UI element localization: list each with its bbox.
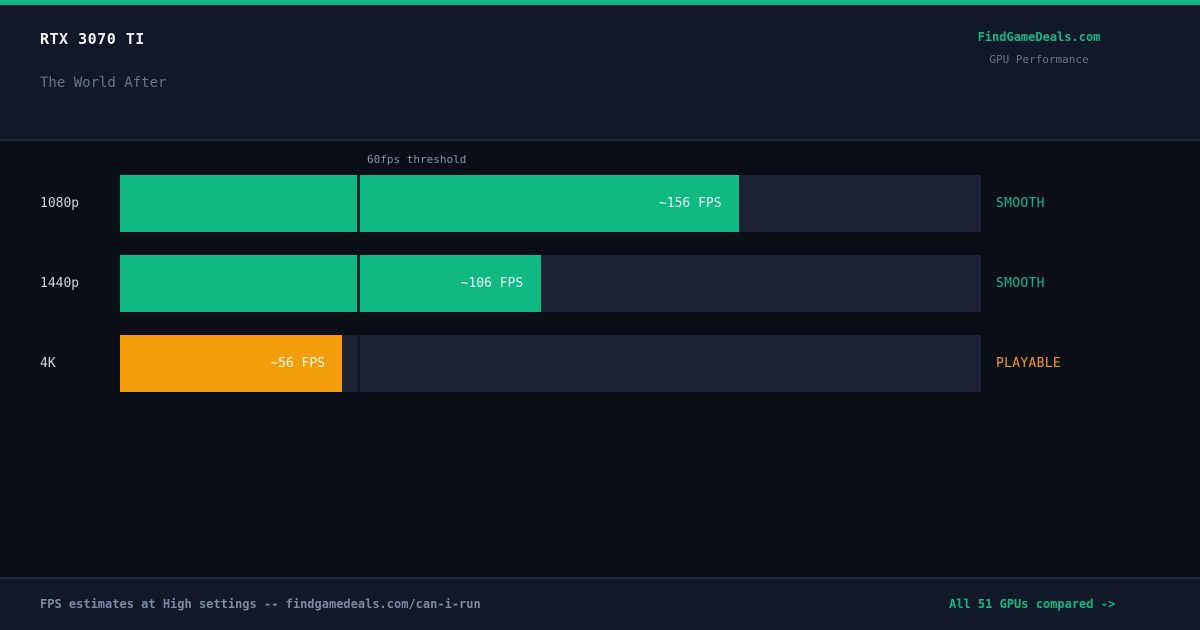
game-title: The World After: [40, 75, 167, 91]
fps-row-1440p: 1440p ~106 FPS SMOOTH: [0, 255, 1200, 312]
bar-track: ~56 FPS: [120, 335, 981, 392]
resolution-label: 1080p: [40, 196, 80, 211]
threshold-line: [357, 335, 361, 392]
fps-row-4k: 4K ~56 FPS PLAYABLE: [0, 335, 1200, 392]
fps-row-1080p: 1080p ~156 FPS SMOOTH: [0, 175, 1200, 232]
fps-chart: 60fps threshold 1080p ~156 FPS SMOOTH 1440p…: [0, 143, 1200, 577]
header: RTX 3070 TI The World After FindGameDeal…: [0, 5, 1200, 141]
top-accent-bar: [0, 0, 1200, 5]
fps-bar: [120, 335, 343, 392]
gpu-title: RTX 3070 TI: [40, 30, 145, 48]
brand-subtitle: GPU Performance: [989, 53, 1089, 66]
bar-track: ~106 FPS: [120, 255, 981, 312]
performance-status: SMOOTH: [996, 196, 1045, 211]
fps-value-label: ~56 FPS: [270, 356, 325, 371]
brand-link[interactable]: FindGameDeals.com: [977, 30, 1101, 44]
threshold-label: 60fps threshold: [367, 153, 467, 166]
resolution-label: 4K: [40, 356, 56, 371]
performance-status: PLAYABLE: [996, 356, 1062, 371]
fps-value-label: ~156 FPS: [658, 196, 722, 211]
footer-note: FPS estimates at High settings -- findga…: [40, 597, 481, 611]
fps-bar: [120, 255, 541, 312]
footer: FPS estimates at High settings -- findga…: [0, 577, 1200, 630]
all-gpus-link[interactable]: All 51 GPUs compared ->: [949, 597, 1116, 611]
fps-bar: [120, 175, 739, 232]
fps-value-label: ~106 FPS: [460, 276, 524, 291]
resolution-label: 1440p: [40, 276, 80, 291]
bar-track: ~156 FPS: [120, 175, 981, 232]
performance-status: SMOOTH: [996, 276, 1045, 291]
threshold-line: [357, 175, 361, 232]
threshold-line: [357, 255, 361, 312]
